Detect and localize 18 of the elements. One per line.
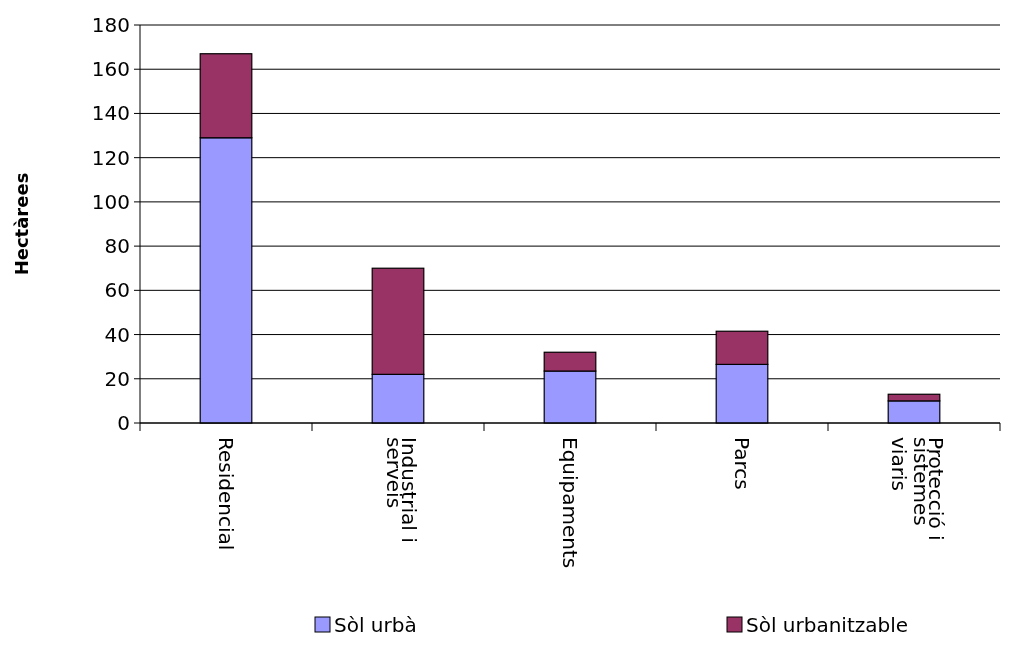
y-tick-label: 100 bbox=[91, 189, 130, 214]
y-tick-label: 180 bbox=[91, 13, 130, 37]
legend-label: Sòl urbà bbox=[334, 613, 417, 637]
y-tick-label: 140 bbox=[91, 101, 130, 126]
y-tick-label: 120 bbox=[91, 145, 130, 170]
y-tick-label: 160 bbox=[91, 57, 130, 82]
x-tick-label: Residencial bbox=[214, 437, 238, 551]
y-tick-label: 0 bbox=[117, 411, 130, 435]
y-tick-label: 60 bbox=[104, 278, 130, 303]
x-tick-label: Protecció i sistemes viaris bbox=[887, 437, 948, 541]
legend-label: Sòl urbanitzable bbox=[746, 613, 909, 637]
y-tick-label: 80 bbox=[104, 234, 130, 259]
x-tick-label: Industrial i serveis bbox=[382, 437, 421, 543]
y-axis-title: Hectàrees bbox=[11, 172, 32, 276]
y-tick-label: 20 bbox=[104, 366, 130, 391]
x-tick-label: Parcs bbox=[730, 437, 754, 490]
y-tick-label: 40 bbox=[104, 322, 130, 347]
x-tick-label: Equipaments bbox=[558, 437, 582, 569]
